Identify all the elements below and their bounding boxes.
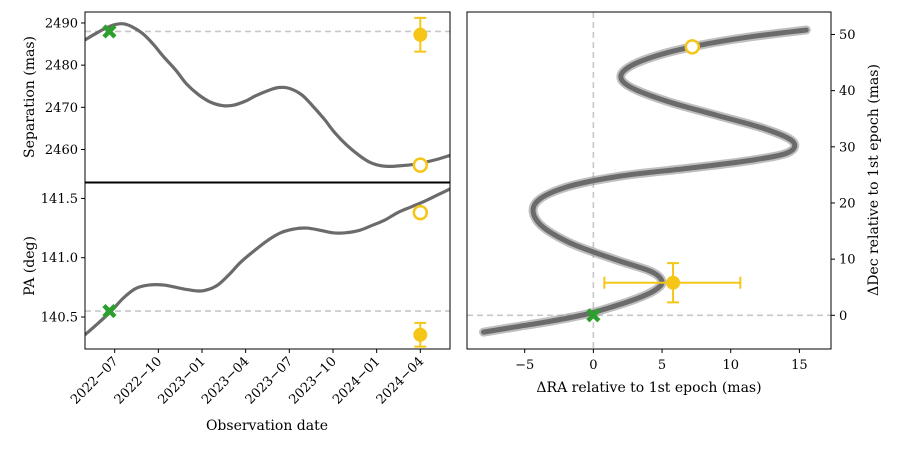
separation-y-tick-label: 2470 xyxy=(45,101,78,116)
separation-y-label: Separation (mas) xyxy=(22,36,38,158)
delta-dec-y-tick-label: 50 xyxy=(839,28,856,43)
offset-first-epoch-marker xyxy=(586,308,601,323)
pa-first-epoch-marker xyxy=(102,303,117,319)
offset-predicted-point xyxy=(684,39,701,55)
offset-track-spread xyxy=(478,25,811,337)
relative-offset-panel: −5 0 5 10 15 0 10 20 30 40 50 ΔRA relative to 1st … xyxy=(466,11,882,396)
position-angle-panel: 140.5141.0141.52022−072022−102023−012023… xyxy=(22,182,451,434)
separation-panel: 2460 2470 2480 2490 Separation (mas) xyxy=(22,11,451,183)
delta-ra-x-label: ΔRA relative to 1st epoch (mas) xyxy=(536,380,761,396)
separation-predicted-point xyxy=(412,157,429,173)
pa-measured-point xyxy=(413,327,428,342)
pa-y-tick-label: 140.5 xyxy=(41,310,78,325)
pa-y-tick-label: 141.5 xyxy=(41,192,78,207)
pa-axes-frame xyxy=(84,182,451,350)
pa-y-tick-label: 141.0 xyxy=(41,251,78,266)
pa-y-label: PA (deg) xyxy=(22,236,38,296)
offset-track-line xyxy=(480,27,809,335)
offset-measured-point xyxy=(666,275,681,290)
delta-ra-x-tick-label: 0 xyxy=(589,358,597,373)
separation-y-tick-label: 2480 xyxy=(45,59,78,74)
observation-date-x-label: Observation date xyxy=(206,418,328,434)
delta-ra-x-tick-label: 15 xyxy=(791,358,808,373)
separation-y-tick-label: 2460 xyxy=(45,143,78,158)
separation-y-tick-label: 2490 xyxy=(45,16,78,31)
delta-dec-y-tick-label: 0 xyxy=(839,309,847,324)
delta-ra-x-tick-label: 5 xyxy=(658,358,666,373)
delta-dec-y-tick-label: 10 xyxy=(839,253,856,268)
delta-dec-y-tick-label: 40 xyxy=(839,84,856,99)
date-x-tick-label: 2024−04 xyxy=(374,354,427,407)
separation-measured-point xyxy=(413,27,428,42)
pa-track-line xyxy=(85,187,450,336)
separation-track-line xyxy=(85,22,450,168)
separation-axes-frame xyxy=(84,11,451,183)
separation-first-epoch-marker xyxy=(102,24,117,39)
offset-axes-frame xyxy=(466,11,832,350)
delta-ra-x-tick-label: −5 xyxy=(515,358,534,373)
pa-predicted-point xyxy=(412,204,429,221)
delta-ra-x-tick-label: 10 xyxy=(722,358,739,373)
delta-dec-y-tick-label: 30 xyxy=(839,140,856,155)
delta-dec-y-tick-label: 20 xyxy=(839,196,856,211)
delta-dec-y-label: ΔDec relative to 1st epoch (mas) xyxy=(866,64,882,296)
